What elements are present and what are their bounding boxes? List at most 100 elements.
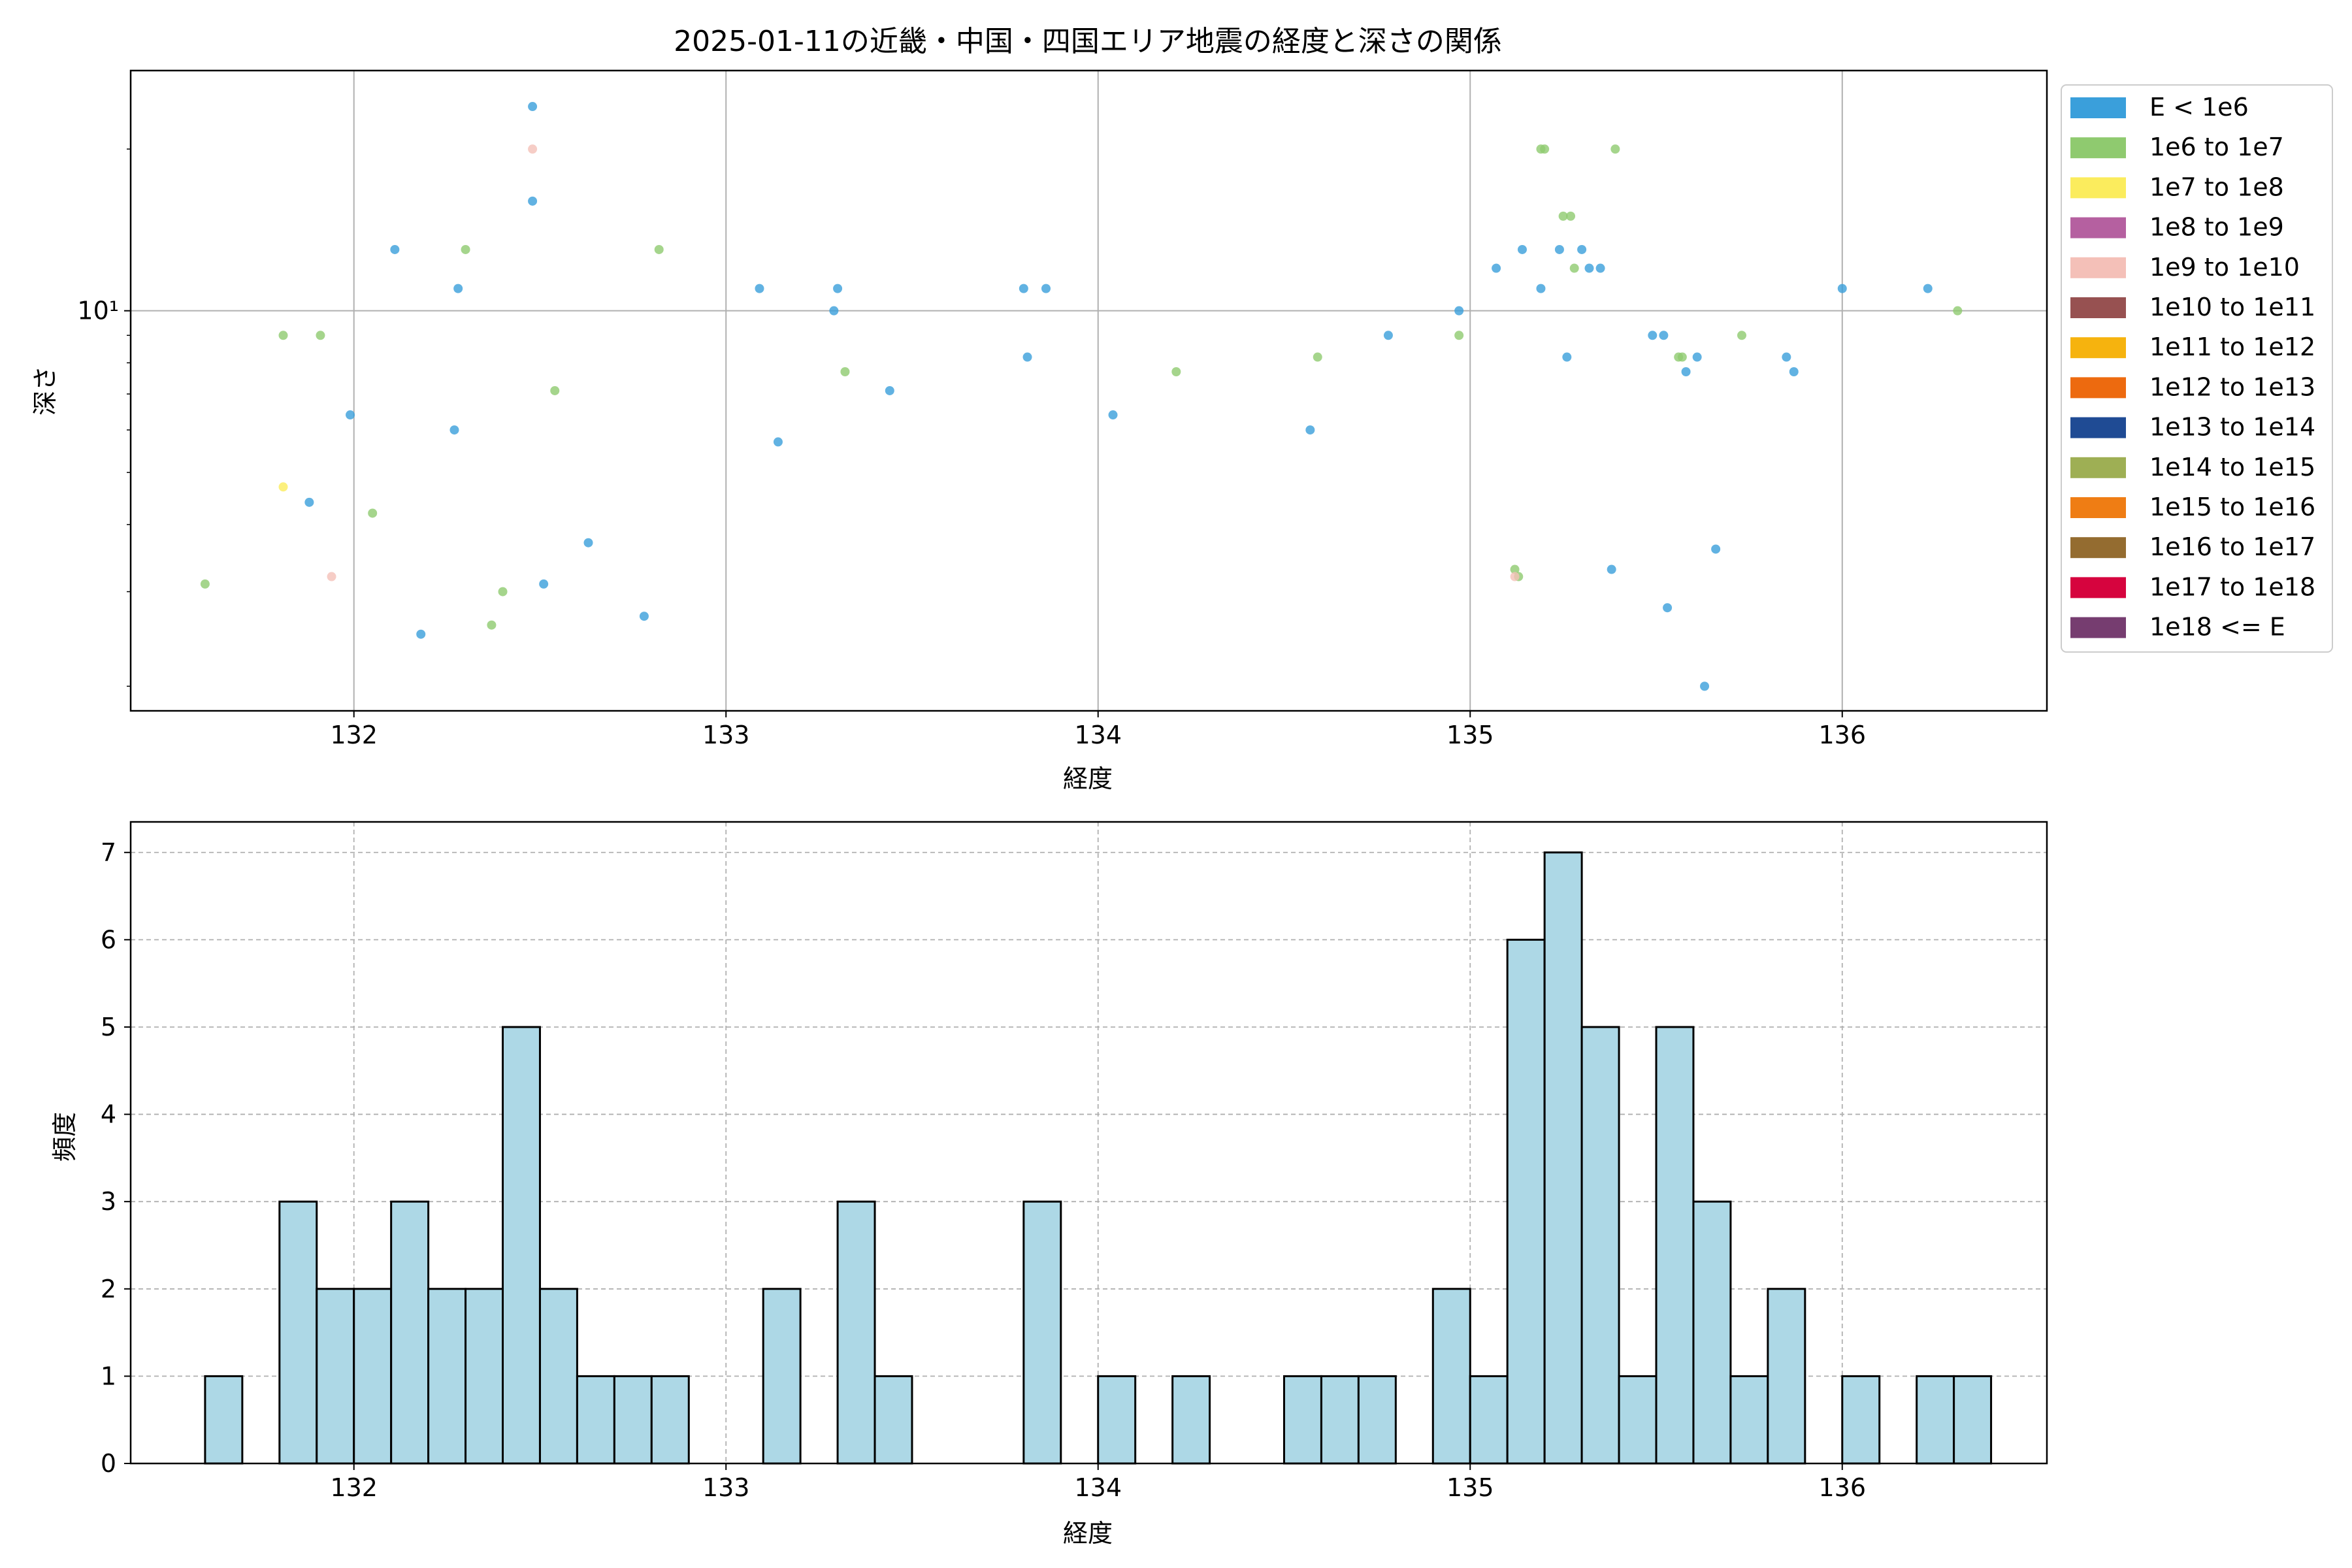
histogram-x-tick-label: 135	[1446, 1473, 1494, 1502]
histogram-bar	[1916, 1375, 1955, 1465]
histogram-bar	[278, 1200, 318, 1465]
scatter-point	[1607, 564, 1616, 574]
histogram-bar	[316, 1288, 355, 1465]
histogram-bar	[1729, 1375, 1769, 1465]
scatter-point	[1663, 603, 1673, 613]
scatter-x-tick-label: 134	[1074, 721, 1122, 749]
scatter-point	[1562, 352, 1572, 362]
scatter-point	[390, 244, 400, 254]
scatter-point	[1584, 263, 1594, 273]
histogram-y-tick-label: 1	[101, 1362, 116, 1390]
histogram-x-tick-label: 133	[702, 1473, 750, 1502]
histogram-bar	[1357, 1375, 1397, 1465]
scatter-point	[1171, 367, 1181, 376]
scatter-point	[346, 410, 355, 420]
scatter-point	[1313, 352, 1322, 362]
histogram-y-tick-label: 2	[101, 1275, 116, 1303]
scatter-point	[1536, 284, 1546, 293]
legend-label: 1e6 to 1e7	[2149, 133, 2284, 161]
histogram-bar	[1580, 1026, 1620, 1465]
legend-label: 1e17 to 1e18	[2149, 572, 2315, 601]
histogram-y-tick-label: 7	[101, 838, 116, 867]
scatter-point	[773, 437, 783, 447]
histogram-y-axis-label: 頻度	[50, 1112, 79, 1162]
histogram-bar	[1431, 1288, 1471, 1465]
histogram-bar	[1841, 1375, 1881, 1465]
histogram-bar	[1506, 938, 1546, 1465]
scatter-point	[1041, 284, 1051, 293]
scatter-point	[1837, 284, 1847, 293]
histogram-y-tick-label: 0	[101, 1449, 116, 1478]
legend-label: 1e7 to 1e8	[2149, 172, 2284, 201]
histogram-bar	[576, 1375, 615, 1465]
scatter-point	[528, 144, 538, 154]
scatter-point	[498, 587, 508, 596]
scatter-point	[654, 244, 664, 254]
scatter-point	[639, 612, 649, 621]
scatter-point	[1454, 306, 1464, 316]
scatter-point	[1677, 352, 1687, 362]
scatter-point	[1108, 410, 1118, 420]
legend-swatch	[2070, 217, 2126, 238]
scatter-point	[1569, 263, 1579, 273]
histogram-y-tick-label: 3	[101, 1187, 116, 1216]
scatter-point	[1558, 211, 1568, 221]
scatter-point	[755, 284, 764, 293]
scatter-point	[1923, 284, 1933, 293]
scatter-point	[1610, 144, 1620, 154]
scatter-x-tick-label: 132	[330, 721, 378, 749]
scatter-point	[550, 385, 560, 395]
histogram-bar	[1282, 1375, 1322, 1465]
histogram-bar	[1767, 1288, 1806, 1465]
histogram-bar	[762, 1288, 802, 1465]
histogram-bar	[836, 1200, 876, 1465]
legend-label: 1e18 <= E	[2149, 613, 2285, 642]
scatter-point	[278, 331, 288, 340]
scatter-point	[1648, 331, 1658, 340]
legend-box	[2061, 84, 2333, 653]
scatter-x-tick-label: 136	[1819, 721, 1867, 749]
scatter-point	[304, 497, 314, 507]
scatter-point	[1510, 564, 1520, 574]
scatter-panel: 132 133 134 135 136 10¹	[77, 69, 2048, 749]
scatter-frame	[129, 69, 2048, 712]
scatter-point	[1595, 263, 1605, 273]
legend-label: E < 1e6	[2149, 93, 2249, 122]
scatter-point	[1577, 244, 1587, 254]
histogram-bar	[353, 1288, 393, 1465]
scatter-point	[416, 629, 426, 639]
scatter-point	[1566, 211, 1576, 221]
histogram-bar	[1469, 1375, 1509, 1465]
legend-swatch	[2070, 297, 2126, 318]
histogram-bar	[1655, 1026, 1695, 1465]
scatter-point	[1953, 306, 1963, 316]
scatter-point	[1681, 367, 1691, 376]
histogram-bar	[1692, 1200, 1732, 1465]
scatter-x-tick-label: 135	[1446, 721, 1494, 749]
histogram-bar	[502, 1026, 541, 1465]
legend-swatch	[2070, 257, 2126, 278]
legend-label: 1e16 to 1e17	[2149, 532, 2315, 561]
scatter-point	[829, 306, 839, 316]
scatter-point	[316, 331, 325, 340]
scatter-point	[1019, 284, 1028, 293]
histogram-x-tick-label: 134	[1074, 1473, 1122, 1502]
histogram-panel: 132 133 134 135 136 0 1 2 3 4 5 6 7	[101, 821, 2048, 1502]
scatter-point	[327, 572, 336, 581]
histogram-bar	[1097, 1375, 1137, 1465]
scatter-point	[487, 620, 497, 630]
legend-label: 1e12 to 1e13	[2149, 372, 2315, 401]
legend-swatch	[2070, 457, 2126, 478]
legend-swatch	[2070, 337, 2126, 359]
histogram-x-axis-label: 経度	[1063, 1519, 1113, 1548]
histogram-bar	[1618, 1375, 1658, 1465]
histogram-x-tick-label: 132	[330, 1473, 378, 1502]
legend-label: 1e14 to 1e15	[2149, 453, 2315, 482]
legend-swatch	[2070, 617, 2126, 638]
scatter-x-tick-label: 133	[702, 721, 750, 749]
scatter-point	[840, 367, 850, 376]
histogram-bar	[427, 1288, 467, 1465]
scatter-point	[1659, 331, 1669, 340]
